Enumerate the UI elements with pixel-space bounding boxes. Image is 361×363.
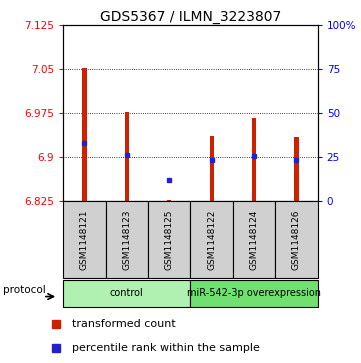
Bar [148, 201, 191, 278]
Bar [191, 280, 318, 307]
Bar [191, 201, 233, 278]
Bar [275, 201, 318, 278]
Text: protocol: protocol [3, 285, 46, 295]
Text: GSM1148126: GSM1148126 [292, 209, 301, 270]
Text: GSM1148122: GSM1148122 [207, 209, 216, 270]
Bar [209, 136, 214, 201]
Text: miR-542-3p overexpression: miR-542-3p overexpression [187, 288, 321, 298]
Bar [63, 201, 105, 278]
Text: GSM1148125: GSM1148125 [165, 209, 174, 270]
Text: GSM1148123: GSM1148123 [122, 209, 131, 270]
Bar [125, 112, 129, 201]
Bar [252, 118, 256, 201]
Bar [294, 137, 299, 201]
Bar [233, 201, 275, 278]
Bar [82, 68, 87, 201]
Bar [167, 200, 171, 201]
Title: GDS5367 / ILMN_3223807: GDS5367 / ILMN_3223807 [100, 11, 281, 24]
Bar [105, 201, 148, 278]
Text: control: control [110, 288, 144, 298]
Text: GSM1148124: GSM1148124 [249, 209, 258, 270]
Text: transformed count: transformed count [72, 319, 176, 329]
Text: GSM1148121: GSM1148121 [80, 209, 89, 270]
Text: percentile rank within the sample: percentile rank within the sample [72, 343, 260, 352]
Bar [63, 280, 191, 307]
